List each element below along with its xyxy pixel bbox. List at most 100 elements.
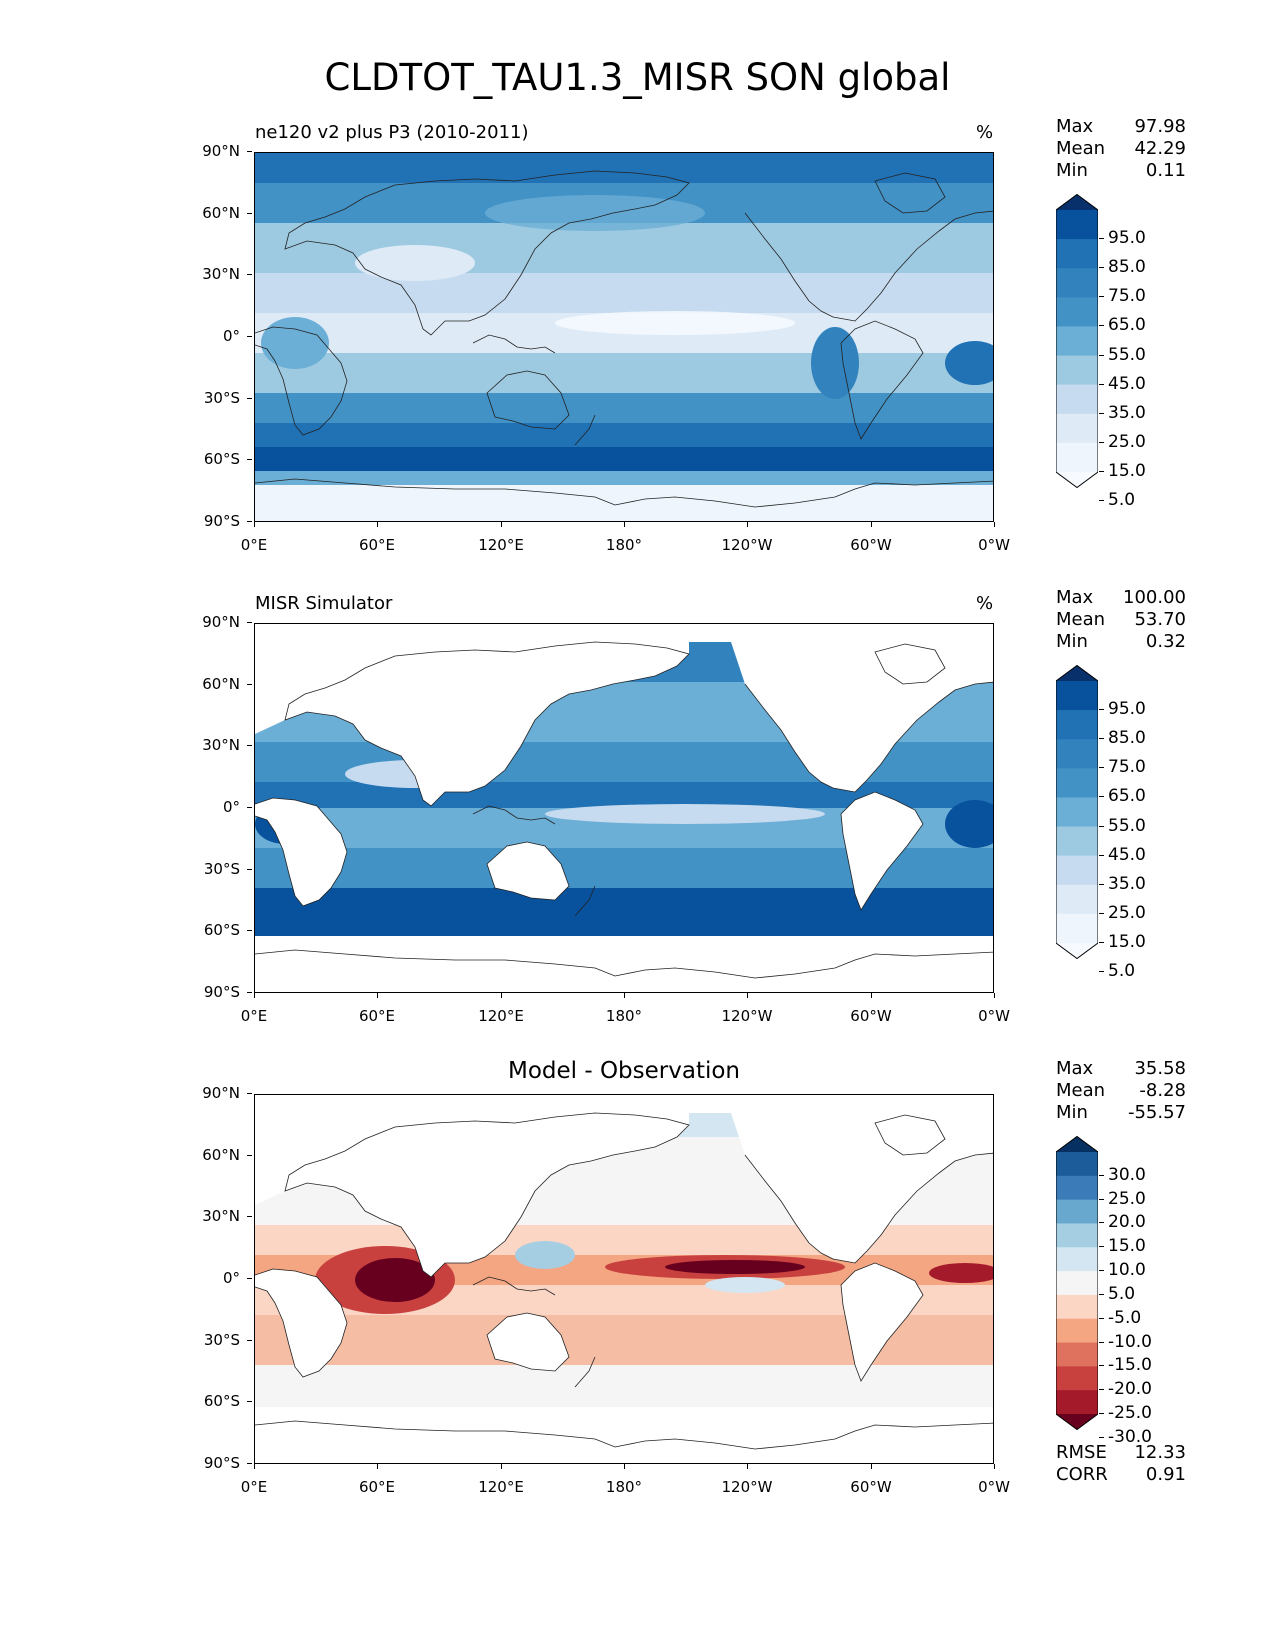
colorbar-tick-label: 95.0 — [1099, 228, 1146, 249]
colorbar-tick-label: 75.0 — [1099, 286, 1146, 307]
colorbar-segment — [1056, 710, 1098, 740]
lat-tick: 60°N — [180, 675, 252, 693]
map-model — [254, 152, 994, 522]
colorbar-segment — [1056, 797, 1098, 828]
stat-mean: 53.70 — [1134, 609, 1186, 630]
colorbar-segment — [1056, 326, 1098, 357]
map-difference — [254, 1094, 994, 1464]
stat-label: Min — [1056, 160, 1088, 181]
panel-observation: MISR Simulator % 90°N 60°N 30°N 0° — [0, 587, 1275, 1093]
lon-tick: 0°E — [214, 993, 294, 1025]
metric-label: RMSE — [1056, 1442, 1107, 1463]
colorbar-tick-label: -5.0 — [1098, 1307, 1142, 1328]
stat-label: Mean — [1056, 138, 1106, 159]
colorbar-tick-label: 85.0 — [1099, 728, 1146, 749]
map-observation — [254, 623, 994, 993]
lat-tick: 90°S — [180, 512, 252, 530]
stat-label: Mean — [1056, 1080, 1106, 1101]
lon-tick: 120°W — [707, 1464, 787, 1496]
colorbar-tick-label: -10.0 — [1099, 1331, 1152, 1352]
colorbar-segment — [1056, 297, 1098, 327]
units-label-model: % — [976, 122, 994, 143]
lat-tick: 30°N — [180, 265, 252, 283]
lat-tick: 0° — [180, 327, 252, 345]
lat-tick: 0° — [180, 798, 252, 816]
lon-tick: 120°W — [707, 522, 787, 554]
stats-box-observation: Max 100.00 Mean 53.70 Min 0.32 — [1056, 587, 1186, 653]
lat-tick: 30°N — [180, 1207, 252, 1225]
colorbar-extend-bottom — [1056, 472, 1098, 488]
stat-min: 0.32 — [1145, 631, 1186, 652]
stat-min: -55.57 — [1127, 1102, 1186, 1123]
colorbar-tick-label: 55.0 — [1099, 815, 1146, 836]
lat-tick: 60°S — [180, 1392, 252, 1410]
panel-title-difference: Model - Observation — [507, 1058, 741, 1084]
colorbar-tick-label: 15.0 — [1099, 461, 1146, 481]
colorbar-extend-bottom — [1056, 943, 1098, 959]
colorbar-tick-label: -30.0 — [1099, 1426, 1152, 1447]
colorbar-tick-label: -15.0 — [1099, 1355, 1152, 1376]
colorbar-segment — [1056, 1152, 1098, 1177]
lon-tick: 0°W — [954, 522, 1034, 554]
stat-mean: 42.29 — [1134, 138, 1186, 159]
lon-tick: 180° — [584, 1464, 664, 1496]
stat-label: Max — [1056, 587, 1094, 608]
stats-box-model: Max 97.98 Mean 42.29 Min 0.11 — [1056, 116, 1186, 182]
lon-tick: 60°W — [831, 522, 911, 554]
metric-rmse: 12.33 — [1134, 1442, 1186, 1463]
colorbar-segment — [1056, 1247, 1098, 1272]
lon-tick: 120°E — [461, 1464, 541, 1496]
colorbar-segment — [1056, 268, 1098, 298]
metric-corr: 0.91 — [1145, 1464, 1186, 1485]
colorbar-tick-label: 55.0 — [1099, 344, 1146, 365]
lon-tick: 60°W — [831, 1464, 911, 1496]
colorbar-tick-label: 25.0 — [1099, 431, 1146, 452]
colorbar-observation — [1055, 664, 1099, 963]
lat-tick: 30°S — [180, 389, 252, 407]
colorbar-tick-label: 5.0 — [1098, 490, 1136, 511]
stats-box-difference: Max 35.58 Mean -8.28 Min -55.57 — [1056, 1058, 1186, 1124]
colorbar-tick-label: 85.0 — [1099, 257, 1146, 278]
stat-label: Mean — [1056, 609, 1106, 630]
lat-tick: 90°N — [180, 1084, 252, 1102]
colorbar-tick-label: 45.0 — [1099, 844, 1146, 865]
colorbar-segment — [1056, 239, 1098, 269]
colorbar-tick-label: 95.0 — [1099, 699, 1146, 720]
colorbar-segment — [1056, 1223, 1098, 1248]
colorbar-segment — [1056, 1342, 1098, 1367]
colorbar-segment — [1056, 355, 1098, 386]
stat-max: 97.98 — [1134, 116, 1186, 137]
colorbar-segment — [1056, 681, 1098, 711]
lat-tick: 90°N — [180, 142, 252, 160]
colorbar-difference — [1055, 1135, 1099, 1434]
lon-tick: 60°W — [831, 993, 911, 1025]
colorbar-extend-top — [1056, 1136, 1098, 1152]
colorbar-tick-label: 75.0 — [1099, 757, 1146, 778]
colorbar-segment — [1056, 1366, 1098, 1391]
panel-difference: Model - Observation 90°N — [0, 1058, 1275, 1564]
lon-tick: 0°E — [214, 1464, 294, 1496]
colorbar-tick-label: 10.0 — [1099, 1260, 1146, 1281]
lon-tick: 120°W — [707, 993, 787, 1025]
lon-tick: 180° — [584, 522, 664, 554]
colorbar-segment — [1056, 739, 1098, 769]
lon-tick: 60°E — [337, 993, 417, 1025]
colorbar-segment — [1056, 1271, 1098, 1296]
colorbar-tick-label: 15.0 — [1099, 932, 1146, 952]
stat-label: Min — [1056, 631, 1088, 652]
colorbar-segment — [1056, 768, 1098, 798]
colorbar-tick-label: 65.0 — [1099, 786, 1146, 807]
lat-tick: 90°S — [180, 1454, 252, 1472]
lat-tick: 0° — [180, 1269, 252, 1287]
colorbar-segment — [1056, 413, 1098, 444]
lat-tick: 60°N — [180, 204, 252, 222]
colorbar-segment — [1056, 913, 1098, 944]
colorbar-segment — [1056, 1390, 1098, 1415]
stat-label: Min — [1056, 1102, 1088, 1123]
colorbar-segment — [1056, 1294, 1098, 1320]
panel-model: ne120 v2 plus P3 (2010-2011) % — [0, 116, 1275, 622]
colorbar-tick-label: 5.0 — [1098, 961, 1136, 982]
colorbar-extend-top — [1056, 194, 1098, 210]
lon-tick: 180° — [584, 993, 664, 1025]
colorbar-tick-label: -25.0 — [1099, 1403, 1152, 1423]
